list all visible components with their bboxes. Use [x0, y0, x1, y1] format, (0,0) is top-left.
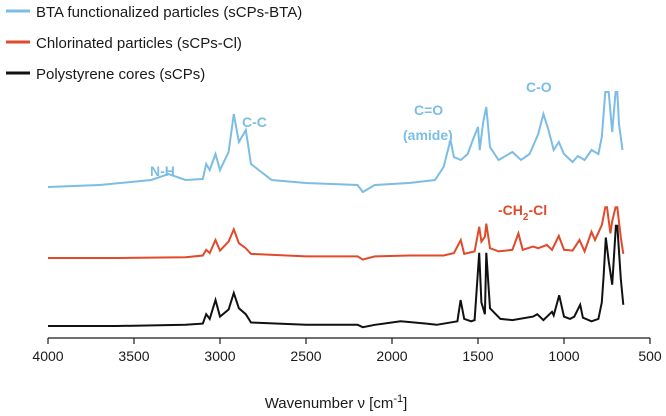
series-layer: [47, 91, 625, 329]
x-axis-label-suffix: ]: [403, 395, 407, 412]
x-tick-label: 4000: [32, 348, 63, 364]
x-tick-label: 1500: [462, 348, 493, 364]
annotation-ch2cl: -CH2-Cl: [498, 202, 547, 223]
legend-label-bta: BTA functionalized particles (sCPs-BTA): [36, 4, 302, 21]
x-ticks: 4000 3500 3000 2500 2000 1500 1000 500: [32, 338, 662, 364]
x-tick-label: 500: [638, 348, 662, 364]
annotation-cc: C-C: [242, 114, 267, 130]
annotation-co-single: C-O: [526, 79, 552, 95]
annotation-ch2cl-sub: 2: [523, 212, 529, 223]
x-tick-label: 3000: [204, 348, 235, 364]
x-tick-label: 2500: [290, 348, 321, 364]
x-tick-label: 2000: [376, 348, 407, 364]
series-line-scps: [48, 224, 625, 329]
annotation-co-double: C=O: [414, 102, 443, 118]
series-line-cl: [48, 206, 625, 261]
x-axis-label-sup: -1: [393, 393, 403, 405]
legend-label-scps: Polystyrene cores (sCPs): [36, 66, 205, 83]
legend: BTA functionalized particles (sCPs-BTA) …: [6, 4, 302, 83]
annotation-nh: N-H: [150, 163, 175, 179]
series-line-bta: [47, 91, 624, 194]
x-axis-label-main: Wavenumber ν [cm: [265, 395, 394, 412]
legend-label-cl: Chlorinated particles (sCPs-Cl): [36, 35, 242, 52]
x-axis-label: Wavenumber ν [cm-1]: [265, 393, 408, 412]
annotation-ch2cl-prefix: -CH: [498, 202, 523, 218]
x-axis: 4000 3500 3000 2500 2000 1500 1000 500 Wavenumb…: [32, 337, 662, 412]
x-tick-label: 1000: [548, 348, 579, 364]
x-tick-label: 3500: [118, 348, 149, 364]
annotation-amide: (amide): [403, 127, 453, 143]
annotations: N-H C-C C=O (amide) C-O -CH2-Cl: [150, 79, 552, 223]
annotation-ch2cl-suffix: -Cl: [528, 202, 547, 218]
